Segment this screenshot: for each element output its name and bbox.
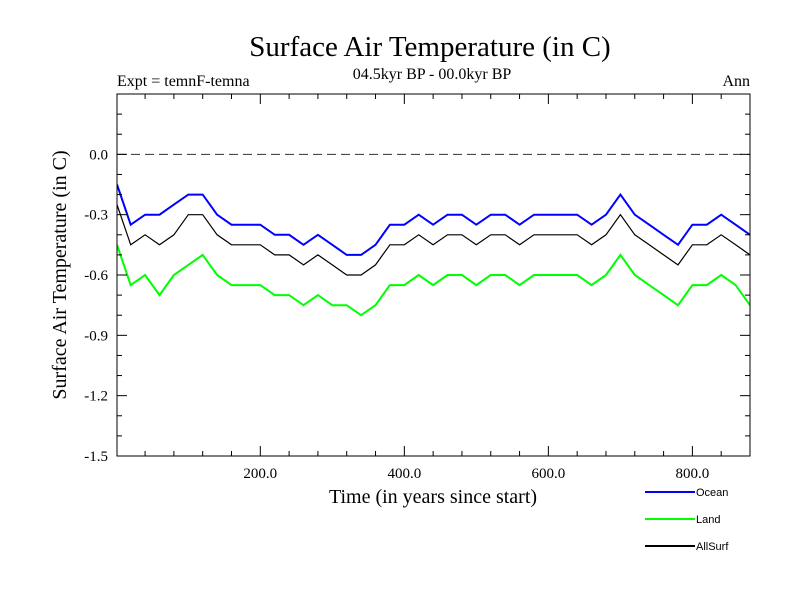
legend: Ocean Land AllSurf <box>645 487 729 553</box>
y-tick-label: -0.6 <box>84 268 108 284</box>
x-tick-label: 200.0 <box>243 466 277 482</box>
legend-label-allsurf: AllSurf <box>696 541 729 553</box>
plot-frame <box>116 93 751 457</box>
series-line-land <box>117 244 750 317</box>
y-tick-label: 0.0 <box>89 147 108 163</box>
y-axis-label: Surface Air Temperature (in C) <box>49 150 71 399</box>
y-tick-label: -1.5 <box>84 449 108 465</box>
y-tick-label: -1.2 <box>84 389 108 405</box>
season-label: Ann <box>722 73 750 90</box>
x-tick-label: 600.0 <box>531 466 565 482</box>
x-axis-label: Time (in years since start) <box>329 486 537 508</box>
series-line-ocean <box>117 184 750 256</box>
x-tick-label: 400.0 <box>387 466 421 482</box>
legend-label-ocean: Ocean <box>696 487 728 499</box>
legend-label-land: Land <box>696 514 720 526</box>
experiment-label: Expt = temnF-temna <box>117 73 250 90</box>
chart-subtitle: 04.5kyr BP - 00.0kyr BP <box>353 66 512 83</box>
x-tick-label: 800.0 <box>676 466 710 482</box>
y-tick-label: -0.3 <box>84 208 108 224</box>
series-line-allsurf <box>117 204 750 276</box>
y-tick-label: -0.9 <box>84 328 108 344</box>
chart-title: Surface Air Temperature (in C) <box>249 31 610 63</box>
